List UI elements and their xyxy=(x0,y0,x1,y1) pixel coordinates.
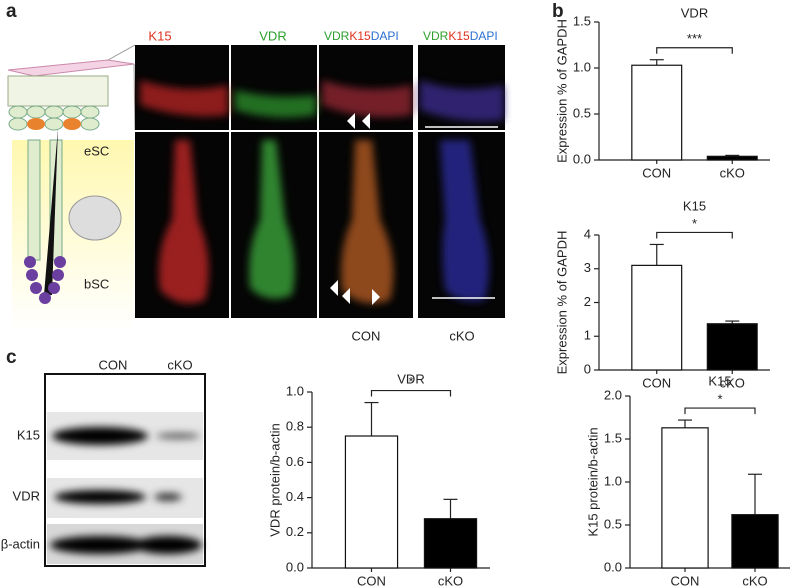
y-tick-label: 2 xyxy=(584,294,591,309)
y-tick-label: 3 xyxy=(584,260,591,275)
bar xyxy=(706,155,758,161)
y-tick-label: 0 xyxy=(584,361,591,376)
bar xyxy=(631,264,683,371)
y-axis-label: Expression % of GAPDH xyxy=(554,19,569,163)
y-tick-label: 0.0 xyxy=(604,559,622,574)
significance-bracket xyxy=(684,407,756,415)
x-tick-label: cKO xyxy=(742,573,767,588)
micrographs xyxy=(135,45,505,318)
header-part: VDR xyxy=(423,29,449,43)
x-tick-label: CON xyxy=(671,573,700,588)
chart-title: K15 xyxy=(708,373,731,388)
diagram-label: eSC xyxy=(84,143,109,158)
image-header: K15 xyxy=(148,28,171,43)
header-part: K15 xyxy=(349,29,371,43)
diagram-label: bSC xyxy=(84,276,109,291)
y-axis-label: K15 protein/b-actin xyxy=(585,427,600,536)
chart-title: K15 xyxy=(683,198,706,213)
bar xyxy=(631,64,683,161)
lane-label: cKO xyxy=(167,357,192,372)
significance-bracket xyxy=(656,47,733,54)
y-axis-label: Expression % of GAPDH xyxy=(554,231,569,375)
group-label: CON xyxy=(352,328,381,343)
panel-label: a xyxy=(6,1,17,22)
x-tick-label: CON xyxy=(642,165,671,180)
lane-label: CON xyxy=(99,357,128,372)
follicle-diagram xyxy=(7,44,136,330)
significance-label: * xyxy=(692,216,697,231)
y-tick-label: 4 xyxy=(584,226,591,241)
group-label: cKO xyxy=(449,328,474,343)
y-tick-label: 1.0 xyxy=(573,59,591,74)
y-tick-label: 0.8 xyxy=(286,419,304,434)
x-tick-label: cKO xyxy=(438,573,463,588)
x-tick-label: cKO xyxy=(720,165,745,180)
x-tick-label: cKO xyxy=(720,375,745,390)
header-part: DAPI xyxy=(470,29,498,43)
panel-label: b xyxy=(552,1,564,22)
row-label: β-actin xyxy=(1,536,40,551)
x-tick-label: CON xyxy=(642,375,671,390)
y-tick-label: 1 xyxy=(584,328,591,343)
y-tick-label: 1.5 xyxy=(573,13,591,28)
significance-label: * xyxy=(717,392,722,407)
image-header: VDRK15DAPI xyxy=(423,29,498,43)
western-blot xyxy=(44,373,206,567)
chart-title: VDR xyxy=(681,5,708,20)
y-tick-label: 0.4 xyxy=(286,489,304,504)
x-tick-label: CON xyxy=(357,573,386,588)
y-axis-label: VDR protein/b-actin xyxy=(267,423,282,536)
bar xyxy=(706,323,758,371)
bar xyxy=(423,518,478,569)
significance-bracket xyxy=(370,389,452,397)
image-header: VDRK15DAPI xyxy=(324,29,399,43)
header-part: DAPI xyxy=(371,29,399,43)
y-tick-label: 1.0 xyxy=(286,383,304,398)
significance-bracket xyxy=(656,231,733,239)
y-tick-label: 1.0 xyxy=(604,473,622,488)
header-part: K15 xyxy=(448,29,470,43)
bar xyxy=(731,514,779,569)
y-tick-label: 0.0 xyxy=(573,151,591,166)
y-tick-label: 0.5 xyxy=(573,105,591,120)
row-label: K15 xyxy=(17,427,40,442)
image-header: VDR xyxy=(259,28,286,43)
y-tick-label: 0.0 xyxy=(286,559,304,574)
header-part: VDR xyxy=(324,29,350,43)
bar xyxy=(344,435,399,569)
y-tick-label: 0.6 xyxy=(286,454,304,469)
row-label: VDR xyxy=(13,488,40,503)
y-tick-label: 2.0 xyxy=(604,387,622,402)
chart-title: VDR xyxy=(397,371,424,386)
panel-label: c xyxy=(6,347,17,368)
y-tick-label: 1.5 xyxy=(604,430,622,445)
y-tick-label: 0.5 xyxy=(604,516,622,531)
bar xyxy=(661,427,709,569)
y-tick-label: 0.2 xyxy=(286,524,304,539)
significance-label: *** xyxy=(687,31,702,46)
significance-label: * xyxy=(408,374,413,389)
